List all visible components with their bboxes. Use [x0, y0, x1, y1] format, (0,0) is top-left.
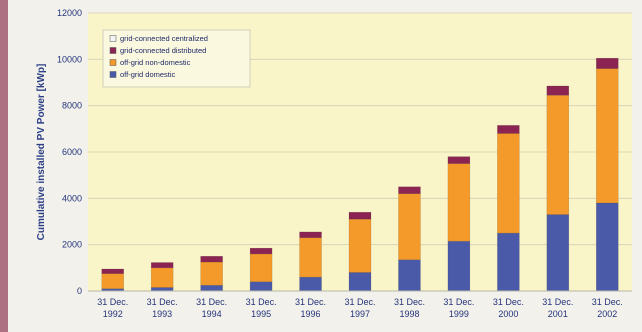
bar-segment-off-grid-domestic: [596, 202, 619, 292]
bar-segment-off-grid-non-domestic: [299, 237, 322, 278]
bar-segment-grid-connected-distributed: [596, 57, 619, 69]
bar-segment-off-grid-non-domestic: [447, 163, 471, 242]
bar-segment-grid-connected-distributed: [200, 256, 223, 263]
gridlines: [88, 12, 632, 246]
bar-segment-off-grid-domestic: [348, 272, 372, 292]
x-tick-label: 1996: [301, 309, 321, 319]
y-tick-label: 10000: [57, 54, 82, 64]
legend-label: grid-connected distributed: [120, 46, 206, 55]
legend: grid-connected centralized grid-connected…: [102, 29, 251, 88]
x-tick-label: 2000: [498, 309, 518, 319]
x-tick-labels: 31 Dec. 1992 31 Dec. 1993 31 Dec. 1994 31 Dec.…: [97, 297, 623, 319]
x-tick-label: 31 Dec.: [97, 297, 128, 307]
x-tick-label: 1994: [202, 309, 222, 319]
y-tick-labels: 0 2000 4000 6000 8000 10000 12000: [57, 8, 82, 296]
bar-segment-off-grid-domestic: [299, 276, 322, 292]
x-tick-label: 31 Dec.: [295, 297, 326, 307]
x-tick-label: 31 Dec.: [147, 297, 178, 307]
legend-swatch: [109, 71, 117, 78]
bar-segment-off-grid-domestic: [150, 287, 174, 292]
bar-segment-off-grid-non-domestic: [200, 261, 223, 286]
bar-segment-off-grid-non-domestic: [249, 253, 273, 282]
bar-segment-off-grid-non-domestic: [348, 218, 372, 273]
bar-segment-grid-connected-distributed: [101, 268, 124, 274]
y-tick-label: 12000: [57, 8, 82, 18]
y-tick-label: 6000: [62, 147, 82, 157]
chart-frame: 0 2000 4000 6000 8000 10000 12000 31 Dec. 1992 3…: [8, 0, 642, 332]
x-tick-label: 1999: [449, 309, 469, 319]
bar-segment-off-grid-non-domestic: [150, 267, 174, 288]
x-tick-label: 31 Dec.: [592, 297, 623, 307]
bar-segment-grid-connected-distributed: [497, 125, 520, 134]
x-tick-label: 31 Dec.: [542, 297, 573, 307]
legend-label: off-grid non-domestic: [120, 58, 191, 67]
x-tick-label: 1997: [350, 309, 370, 319]
bar-segment-off-grid-domestic: [546, 214, 570, 292]
bar-segment-grid-connected-distributed: [447, 156, 471, 164]
x-tick-label: 31 Dec.: [246, 297, 277, 307]
legend-swatch: [109, 59, 117, 66]
x-tick-label: 1993: [152, 309, 172, 319]
bar-segment-off-grid-domestic: [497, 232, 520, 292]
legend-swatch: [109, 35, 117, 42]
bar-segment-off-grid-domestic: [398, 259, 421, 292]
y-tick-label: 0: [77, 286, 82, 296]
x-tick-label: 31 Dec.: [493, 297, 524, 307]
bar-segment-grid-connected-distributed: [398, 186, 421, 194]
bar-segment-off-grid-non-domestic: [546, 94, 570, 215]
legend-label: grid-connected centralized: [120, 34, 208, 43]
x-tick-label: 31 Dec.: [344, 297, 375, 307]
legend-swatch: [109, 47, 117, 54]
x-tick-label: 1992: [103, 309, 123, 319]
x-tick-label: 1995: [251, 309, 271, 319]
y-tick-label: 8000: [62, 101, 82, 111]
x-tick-label: 2002: [597, 309, 617, 319]
bar-segment-off-grid-domestic: [200, 284, 223, 292]
bar-segment-grid-connected-distributed: [299, 231, 322, 238]
bar-segment-off-grid-non-domestic: [596, 68, 619, 204]
legend-box: [102, 29, 251, 88]
legend-label: off-grid domestic: [120, 70, 176, 79]
bar-segment-off-grid-domestic: [447, 240, 471, 292]
bar-segment-grid-connected-distributed: [150, 262, 174, 269]
bar-segment-grid-connected-distributed: [249, 247, 273, 255]
x-tick-label: 2001: [548, 309, 568, 319]
bar-segment-grid-connected-distributed: [546, 85, 570, 96]
x-tick-label: 31 Dec.: [443, 297, 474, 307]
x-tick-label: 31 Dec.: [196, 297, 227, 307]
y-axis-label: Cumulative installed PV Power [kWp]: [36, 64, 47, 241]
bars: [101, 57, 619, 292]
y-tick-label: 4000: [62, 193, 82, 203]
x-tick-label: 31 Dec.: [394, 297, 425, 307]
y-tick-label: 2000: [62, 240, 82, 250]
bar-segment-off-grid-domestic: [249, 281, 273, 292]
bar-segment-grid-connected-distributed: [348, 211, 372, 220]
bar-segment-off-grid-non-domestic: [497, 133, 520, 234]
x-tick-label: 1998: [399, 309, 419, 319]
bar-segment-off-grid-non-domestic: [398, 193, 421, 260]
bar-segment-off-grid-non-domestic: [101, 273, 124, 289]
